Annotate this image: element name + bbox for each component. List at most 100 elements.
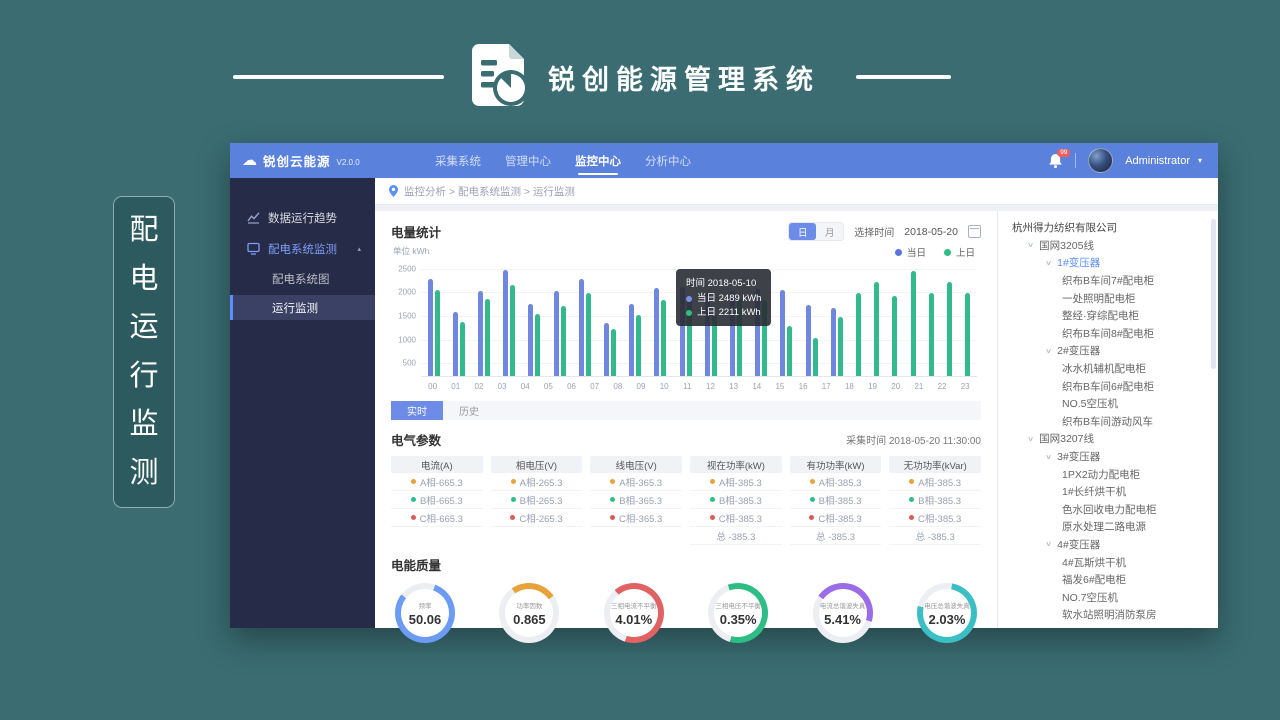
x-axis-tick-label: 17 <box>821 382 831 391</box>
tree-caret-icon[interactable]: ∨ <box>1026 242 1035 250</box>
calendar-icon[interactable] <box>968 225 981 238</box>
bar-上日[interactable] <box>434 289 440 376</box>
tree-node-1PX2动力配电柜[interactable]: 1PX2动力配电柜 <box>998 465 1218 483</box>
tree-caret-icon[interactable]: ∨ <box>1044 541 1053 549</box>
tab-历史[interactable]: 历史 <box>459 407 479 418</box>
sidebar-item-数据运行趋势[interactable]: 数据运行趋势 <box>230 204 375 231</box>
bar-上日[interactable] <box>837 316 843 376</box>
tree-node-NO.7空压机[interactable]: NO.7空压机 <box>998 588 1218 606</box>
tree-node-2#变压器[interactable]: ∨ 2#变压器 <box>998 342 1218 360</box>
bar-上日[interactable] <box>737 298 743 376</box>
gauge-label: 三相电压不平衡 <box>715 602 761 610</box>
tree-node-4#瓦斯烘干机[interactable]: 4#瓦斯烘干机 <box>998 553 1218 571</box>
bar-上日[interactable] <box>965 293 971 376</box>
tree-caret-icon[interactable]: ∨ <box>1044 453 1053 461</box>
tab-实时[interactable]: 实时 <box>391 401 443 420</box>
bar-当日[interactable] <box>578 279 584 376</box>
bar-当日[interactable] <box>780 289 786 376</box>
bar-当日[interactable] <box>427 279 433 376</box>
bar-当日[interactable] <box>755 288 761 376</box>
tree-node-1#变压器[interactable]: ∨ 1#变压器 <box>998 254 1218 272</box>
tree-node-织布B车间6#配电柜[interactable]: 织布B车间6#配电柜 <box>998 377 1218 395</box>
bar-当日[interactable] <box>730 290 736 376</box>
tree-node-NO.5空压机[interactable]: NO.5空压机 <box>998 395 1218 413</box>
bar-当日[interactable] <box>478 290 483 376</box>
tree-node-国网3207线[interactable]: ∨ 国网3207线 <box>998 430 1218 448</box>
tree-node-杭州得力纺织有限公司[interactable]: 杭州得力纺织有限公司 <box>998 219 1218 237</box>
user-dropdown-caret-icon[interactable]: ▾ <box>1197 156 1202 165</box>
bar-上日[interactable] <box>585 293 591 376</box>
x-axis-tick-label: 08 <box>613 382 623 391</box>
sidebar-item-配电系统监测[interactable]: 配电系统监测 ▴ <box>230 235 375 262</box>
bar-当日[interactable] <box>679 287 685 376</box>
banner-line-left <box>233 75 444 79</box>
bar-上日[interactable] <box>686 300 692 376</box>
nav-tab-分析中心[interactable]: 分析中心 <box>645 155 691 168</box>
bar-上日[interactable] <box>874 281 880 376</box>
tree-node-冰水机辅机配电柜[interactable]: 冰水机辅机配电柜 <box>998 360 1218 378</box>
bar-当日[interactable] <box>654 287 660 376</box>
tree-node-1#长纤烘干机[interactable]: 1#长纤烘干机 <box>998 483 1218 501</box>
bar-上日[interactable] <box>856 293 862 376</box>
bar-上日[interactable] <box>510 284 516 376</box>
tree-node-国网3205线[interactable]: ∨ 国网3205线 <box>998 237 1218 255</box>
bar-当日[interactable] <box>528 303 534 376</box>
nav-tab-采集系统[interactable]: 采集系统 <box>435 155 481 168</box>
date-picker-value[interactable]: 2018-05-20 <box>904 225 958 238</box>
tree-node-4#变压器[interactable]: ∨ 4#变压器 <box>998 536 1218 554</box>
bar-上日[interactable] <box>910 270 916 376</box>
user-avatar[interactable] <box>1088 148 1114 173</box>
bar-当日[interactable] <box>704 293 710 376</box>
user-name[interactable]: Administrator <box>1125 154 1190 167</box>
tree-node-整经·穿综配电柜[interactable]: 整经·穿综配电柜 <box>998 307 1218 325</box>
tree-node-色水回收电力配电柜[interactable]: 色水回收电力配电柜 <box>998 501 1218 519</box>
bar-上日[interactable] <box>812 338 818 376</box>
side-label-char: 测 <box>129 456 159 489</box>
bar-上日[interactable] <box>762 300 768 376</box>
x-axis-tick-label: 01 <box>451 382 461 391</box>
bar-当日[interactable] <box>604 322 610 376</box>
bar-当日[interactable] <box>503 269 509 376</box>
period-toggle-日[interactable]: 日 <box>789 223 817 240</box>
bar-上日[interactable] <box>611 328 617 376</box>
period-toggle-月[interactable]: 月 <box>825 227 835 239</box>
bar-当日[interactable] <box>452 312 458 376</box>
tree-caret-icon[interactable]: ∨ <box>1044 259 1053 267</box>
nav-tab-监控中心[interactable]: 监控中心 <box>563 143 633 178</box>
tree-node-福发6#配电柜[interactable]: 福发6#配电柜 <box>998 571 1218 589</box>
bar-上日[interactable] <box>560 306 566 376</box>
nav-tab-管理中心[interactable]: 管理中心 <box>505 155 551 168</box>
tree-caret-icon[interactable]: ∨ <box>1044 347 1053 355</box>
bar-当日[interactable] <box>629 303 635 376</box>
main-panel: 电量统计 日月 选择时间 2018-05-20 单位 kWh 当日 上日 500 1… <box>375 211 997 643</box>
tree-node-label: 4#瓦斯烘干机 <box>1062 556 1127 569</box>
tree-node-织布B车间8#配电柜[interactable]: 织布B车间8#配电柜 <box>998 325 1218 343</box>
bar-上日[interactable] <box>535 314 541 376</box>
bar-上日[interactable] <box>787 326 793 376</box>
sidebar-item-运行监测[interactable]: 运行监测 <box>230 295 375 320</box>
bar-上日[interactable] <box>636 314 642 376</box>
tree-node-3#变压器[interactable]: ∨ 3#变压器 <box>998 448 1218 466</box>
tree-node-原水处理二路电源[interactable]: 原水处理二路电源 <box>998 518 1218 536</box>
bar-上日[interactable] <box>928 293 934 376</box>
bar-上日[interactable] <box>661 300 667 376</box>
bar-上日[interactable] <box>711 314 717 376</box>
bar-上日[interactable] <box>485 299 490 376</box>
bar-上日[interactable] <box>892 295 898 376</box>
tree-caret-icon[interactable]: ∨ <box>1026 435 1035 443</box>
sidebar-item-配电系统图[interactable]: 配电系统图 <box>230 266 375 291</box>
bar-当日[interactable] <box>830 307 836 376</box>
tree-node-一处照明配电柜[interactable]: 一处照明配电柜 <box>998 289 1218 307</box>
x-axis-tick-label: 22 <box>937 382 947 391</box>
bar-当日[interactable] <box>553 290 559 376</box>
tree-node-织布B车间游动风车[interactable]: 织布B车间游动风车 <box>998 413 1218 431</box>
tree-scrollbar[interactable] <box>1211 219 1216 369</box>
notification-bell-icon[interactable]: 99 <box>1048 148 1071 169</box>
bar-上日[interactable] <box>947 281 953 376</box>
tree-node-软水站照明消防泵房[interactable]: 软水站照明消防泵房 <box>998 606 1218 624</box>
bar-上日[interactable] <box>459 321 465 376</box>
x-axis-tick-label: 23 <box>960 382 970 391</box>
tree-node-织布B车间7#配电柜[interactable]: 织布B车间7#配电柜 <box>998 272 1218 290</box>
gauge-ring <box>499 583 560 643</box>
bar-当日[interactable] <box>805 305 811 376</box>
